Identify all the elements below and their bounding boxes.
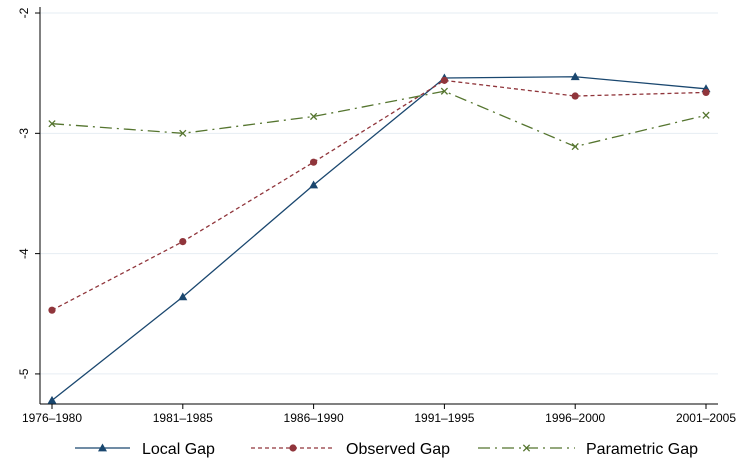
x-tick-label-0: 1976–1980 (22, 411, 82, 425)
gridlines (40, 7, 718, 404)
y-tick-label-3: -5 (17, 368, 31, 379)
series-1-point-5 (702, 88, 710, 97)
series-2-point-5-stroke-b (702, 111, 710, 119)
series-0-point-2 (309, 180, 319, 189)
series-2-point-3 (440, 87, 449, 95)
y-tick-label-1: -3 (17, 128, 31, 139)
series-lines (47, 72, 711, 404)
x-tick-label-2: 1986–1990 (284, 411, 344, 425)
legend-marker-1 (289, 444, 297, 452)
series-2-point-2 (309, 112, 318, 121)
axes: -2 -3 -4 -5 1976–1980 1981–1985 1986–1990 1991–… (17, 7, 736, 425)
series-2-point-4-stroke-b (571, 142, 579, 151)
series-2-point-1-stroke-b (179, 129, 187, 137)
series-1-point-0 (48, 306, 56, 314)
legend-item-2: Parametric Gap (478, 441, 698, 458)
series-2-point-4 (571, 142, 579, 151)
y-tick-label-0: -2 (17, 7, 31, 18)
legend: Local Gap Observed Gap Parametric Gap (75, 441, 698, 458)
x-tick-label-5: 2001–2005 (676, 411, 736, 425)
x-tick-label-4: 1996–2000 (545, 411, 605, 425)
series-2-point-0 (48, 120, 56, 128)
series-line-2 (51, 90, 707, 148)
y-tick-label-2: -4 (17, 248, 31, 259)
series-line-0 (51, 76, 707, 401)
series-1-point-4 (571, 92, 579, 100)
plot-area (40, 7, 718, 404)
legend-marker-2-stroke-b (522, 444, 531, 452)
legend-item-1: Observed Gap (251, 441, 450, 458)
x-tick-label-1: 1981–1985 (153, 411, 213, 425)
x-tick-label-3: 1991–1995 (414, 411, 474, 425)
legend-label-1: Observed Gap (346, 441, 450, 458)
series-1-point-2 (310, 158, 318, 166)
series-1-point-3 (440, 76, 448, 84)
series-2-point-2-stroke-b (309, 112, 318, 121)
series-2-point-1 (179, 129, 187, 137)
legend-label-2: Parametric Gap (586, 441, 698, 458)
series-2-point-0-stroke-b (48, 120, 56, 128)
legend-marker-0 (98, 443, 107, 452)
series-0-point-1 (178, 292, 188, 301)
series-2-point-5 (702, 111, 710, 119)
legend-marker-2 (522, 444, 531, 452)
series-2-point-3-stroke-b (440, 87, 449, 95)
legend-item-0: Local Gap (75, 441, 215, 458)
series-0-point-4 (570, 72, 580, 81)
series-1-point-1 (179, 237, 187, 246)
legend-label-0: Local Gap (142, 441, 215, 458)
series-0-point-0 (47, 395, 57, 404)
